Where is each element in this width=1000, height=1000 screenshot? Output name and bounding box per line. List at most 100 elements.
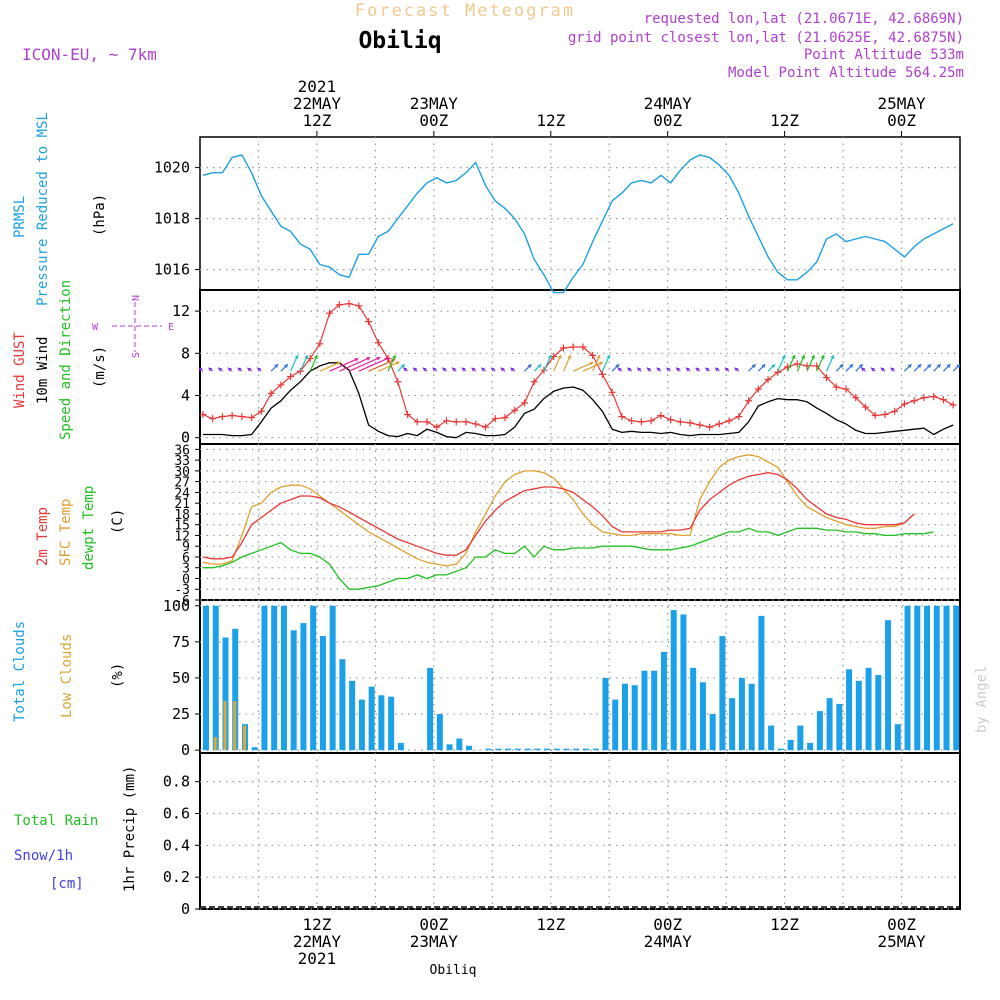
wind-gust-line <box>202 303 954 428</box>
wind-arrow-head <box>557 355 562 359</box>
gust-marker <box>530 378 538 386</box>
gust-marker <box>910 397 918 405</box>
temp2m-line <box>202 472 915 560</box>
wind-arrow <box>339 356 371 372</box>
gust-marker <box>501 414 509 422</box>
bottom-time-label: 12Z <box>536 915 565 934</box>
pressure-label-2: Pressure Reduced to MSL <box>35 112 51 306</box>
grid-lines <box>200 137 960 910</box>
total-cloud-bar <box>807 742 814 751</box>
total-cloud-label: Total Clouds <box>12 621 28 722</box>
y-tick-label: 0 <box>181 741 190 759</box>
point-altitude: Point Altitude 533m <box>804 47 964 63</box>
wind-arrow-head <box>890 367 895 372</box>
wind-arrow-head <box>413 367 418 372</box>
gust-marker <box>355 302 363 310</box>
wind-arrow-head <box>637 367 642 372</box>
y-tick-label: 24 <box>174 486 190 501</box>
wind-arrow-head <box>403 367 408 372</box>
total-cloud-bar <box>261 605 268 751</box>
total-cloud-bar <box>466 745 473 751</box>
wind-arrow-head <box>313 355 318 359</box>
total-cloud-bar <box>816 711 823 751</box>
wind-arrow-head <box>946 364 951 369</box>
top-time-label: 00Z <box>887 111 916 130</box>
wind-arrow-head <box>283 364 288 369</box>
gust-marker <box>598 370 606 378</box>
wind-arrow-head <box>695 367 700 372</box>
total-cloud-bar <box>612 699 619 751</box>
total-cloud-bar <box>212 605 219 751</box>
total-cloud-bar <box>592 748 599 751</box>
y-tick-label: 0.6 <box>163 804 190 822</box>
low-cloud-bar <box>242 725 246 751</box>
total-cloud-bar <box>758 615 765 751</box>
gust-marker <box>608 388 616 396</box>
total-cloud-bar <box>924 605 931 751</box>
data-lines <box>199 154 957 590</box>
total-cloud-bar <box>933 605 940 751</box>
wind-arrow-head <box>294 355 299 359</box>
gust-marker <box>696 421 704 429</box>
total-cloud-bar <box>436 714 443 751</box>
wind-arrow-head <box>391 355 396 359</box>
gust-marker <box>939 396 947 404</box>
wind-arrow-head <box>400 364 405 369</box>
wind-arrow <box>582 361 604 372</box>
total-cloud-bar <box>651 670 658 751</box>
gust-marker <box>413 418 421 426</box>
wind-arrow-head <box>927 364 931 369</box>
sfc-temp-line <box>202 454 915 567</box>
rain-label: Total Rain <box>14 813 98 829</box>
top-time-label: 25MAY <box>877 94 926 113</box>
wind-arrow-head <box>761 364 766 369</box>
y-tick-label: 0.2 <box>163 868 190 886</box>
dewpt-line <box>202 527 934 590</box>
y-tick-label: 12 <box>174 529 190 544</box>
y-tick-labels: 10161018102004812-6-30369121518212427303… <box>154 159 200 918</box>
total-cloud-bar <box>456 738 463 751</box>
low-cloud-label: Low Clouds <box>59 634 75 718</box>
gust-marker <box>676 418 684 426</box>
dewpt-label: dewpt Temp <box>81 486 97 570</box>
gust-marker <box>832 383 840 391</box>
wind-arrow-head <box>627 367 632 372</box>
total-cloud-bar <box>505 748 512 751</box>
gust-marker <box>238 413 246 421</box>
gust-marker <box>481 423 489 431</box>
wind-arrow-head <box>237 367 242 372</box>
total-cloud-bar <box>319 636 326 751</box>
gust-marker <box>199 410 207 418</box>
wind-arrow-head <box>781 355 786 359</box>
y-tick-label: 18 <box>174 508 190 523</box>
wind-arrow-head <box>218 367 223 372</box>
wind-arrow-head <box>304 355 309 359</box>
y-tick-label: 27 <box>174 476 190 491</box>
total-cloud-bar <box>203 605 209 751</box>
total-cloud-bar <box>631 685 638 751</box>
wind-arrow-head <box>801 355 806 359</box>
wind-arrow-head <box>724 367 729 372</box>
gust-marker <box>793 360 801 368</box>
y-tick-label: 9 <box>182 540 190 555</box>
wind-arrow-head <box>917 364 922 369</box>
gust-marker <box>579 343 587 351</box>
wind-arrow-head <box>481 367 486 372</box>
total-cloud-bar <box>894 724 901 751</box>
total-cloud-bar <box>378 695 385 751</box>
total-cloud-bar <box>699 682 706 751</box>
total-cloud-bar <box>446 744 453 751</box>
gust-marker <box>228 412 236 420</box>
total-cloud-bar <box>885 620 892 751</box>
wind-arrow-head <box>615 364 620 369</box>
wind-arrow-head <box>422 367 427 372</box>
gust-marker <box>218 413 226 421</box>
y-tick-label: 4 <box>181 386 190 404</box>
y-tick-label: 75 <box>172 633 190 651</box>
precip-unit: 1hr Precip (mm) <box>122 766 138 892</box>
gust-marker <box>209 415 217 423</box>
top-time-label: 2021 <box>298 77 337 96</box>
gust-marker <box>452 418 460 426</box>
wind-arrow-head <box>666 367 671 372</box>
total-cloud-bar <box>855 680 862 751</box>
